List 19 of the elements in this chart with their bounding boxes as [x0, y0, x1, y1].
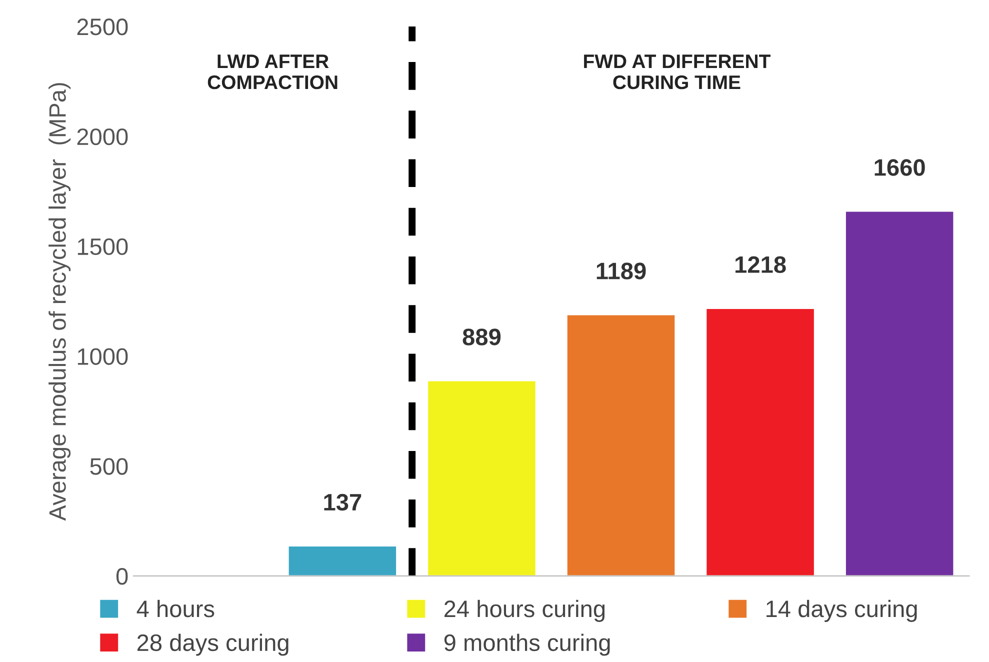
- y-tick-label: 2500: [77, 18, 128, 36]
- y-tick-label: 0: [116, 568, 128, 585]
- y-tick-label: 1000: [78, 348, 128, 365]
- data-label: 1660: [874, 159, 925, 176]
- data-label: 889: [462, 328, 501, 346]
- y-tick-label: 1500: [78, 238, 128, 256]
- y-tick-label: 2000: [77, 128, 128, 146]
- legend-label: 14 days curing: [766, 600, 917, 622]
- legend-label: 24 hours curing: [444, 600, 605, 622]
- y-tick-label: 500: [90, 458, 128, 475]
- annotation: FWD AT DIFFERENT CURING TIME: [584, 54, 770, 90]
- data-label: 1218: [736, 256, 786, 274]
- legend-label: 9 months curing: [444, 634, 610, 656]
- legend-label: 28 days curing: [137, 634, 288, 656]
- legend-label: 4 hours: [136, 600, 214, 618]
- data-label: 1189: [596, 262, 646, 280]
- y-axis-title: Average modulus of recycled layer (MPa): [48, 83, 71, 521]
- data-label: 137: [324, 494, 362, 511]
- annotation: LWD AFTER COMPACTION: [208, 54, 338, 90]
